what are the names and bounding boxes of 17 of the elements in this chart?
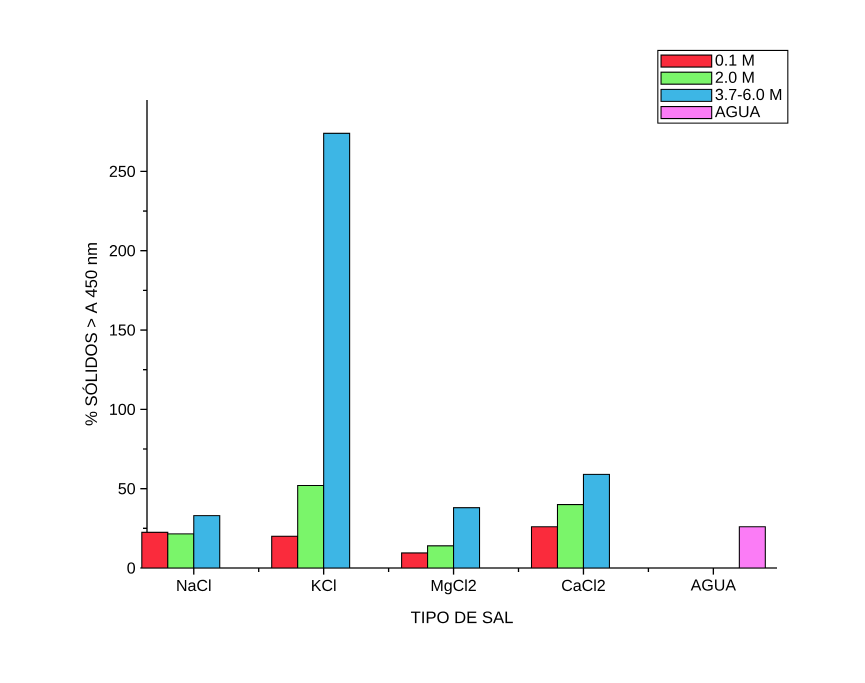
y-tick-label: 250	[110, 166, 135, 178]
x-tick-label: KCl	[312, 579, 336, 592]
y-tick-label: 50	[118, 483, 136, 494]
x-tick-label: NaCl	[177, 579, 210, 592]
legend-label: 2.0 M	[716, 72, 754, 83]
x-tick-label: CaCl2	[562, 579, 605, 592]
x-tick-label: AGUA	[690, 579, 736, 591]
legend-label: 0.1 M	[716, 54, 754, 66]
legend-label: AGUA	[714, 106, 760, 118]
y-tick-label: 150	[110, 324, 135, 336]
y-tick-label: 100	[110, 404, 135, 416]
legend-label: 3.7-6.0 M	[716, 88, 782, 100]
y-tick-label: 200	[110, 245, 135, 256]
y-axis-title: % SÓLIDOS > A 450 nm	[82, 243, 98, 426]
x-axis-title: TIPO DE SAL	[410, 611, 513, 624]
x-tick-label: MgCl2	[432, 579, 476, 594]
y-tick-label: 0	[127, 562, 136, 574]
